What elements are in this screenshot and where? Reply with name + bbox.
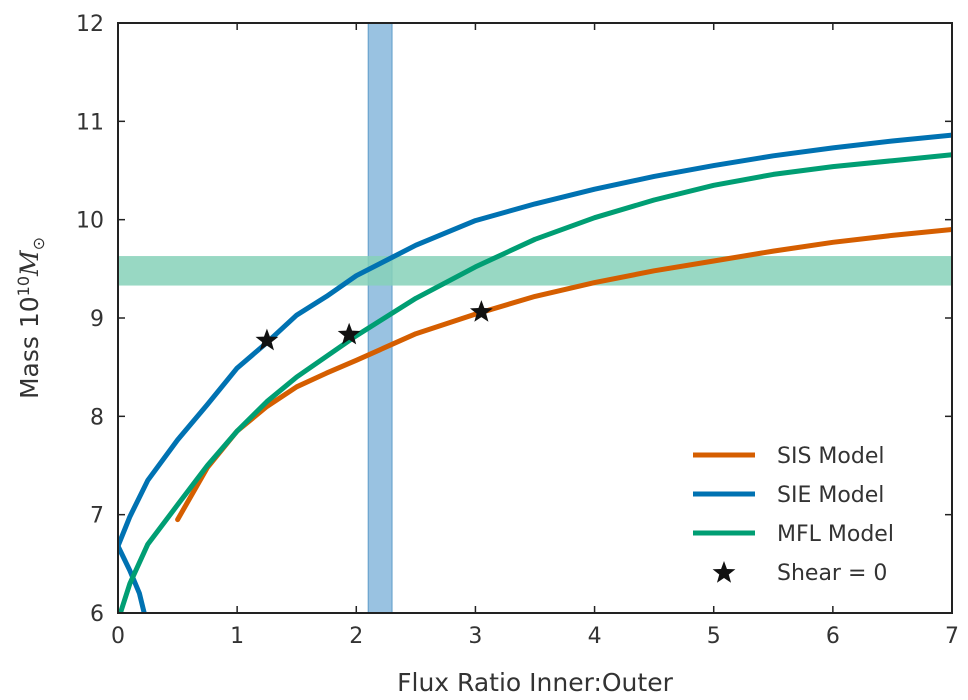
x-tick-label: 1: [230, 624, 244, 649]
y-axis-label-unit-base: 10: [15, 296, 44, 328]
shear-zero-star-3: [469, 300, 493, 322]
x-tick-label: 7: [945, 624, 959, 649]
x-tick-label: 4: [588, 624, 602, 649]
legend-star-icon: [712, 561, 736, 583]
shear-zero-star-1: [255, 328, 279, 351]
x-tick-label: 3: [468, 624, 482, 649]
legend-label: SIE Model: [777, 483, 884, 508]
x-tick-label: 5: [707, 624, 721, 649]
y-tick-label: 7: [90, 504, 104, 529]
shear-zero-star-2: [337, 322, 361, 345]
series-line-mfl-model: [118, 152, 952, 613]
y-axis-label-unit-subscript: ⊙: [29, 237, 48, 250]
markers-layer: [255, 300, 493, 351]
legend-label: MFL Model: [777, 522, 894, 547]
y-tick-label: 11: [76, 110, 104, 135]
y-axis-label: Mass 1010M⊙: [14, 237, 48, 399]
horizontal-band: [118, 256, 952, 286]
x-tick-label: 0: [111, 624, 125, 649]
y-axis-label-prefix: Mass: [15, 328, 44, 399]
legend: SIS Model SIE Model MFL Model Shear = 0: [693, 444, 894, 586]
y-tick-label: 12: [76, 12, 104, 37]
y-tick-label: 10: [76, 209, 104, 234]
y-axis-label-unit-exp: 10: [14, 276, 33, 296]
y-tick-label: 9: [90, 307, 104, 332]
legend-label: Shear = 0: [777, 561, 887, 586]
y-tick-label: 6: [90, 602, 104, 627]
x-axis-label: Flux Ratio Inner:Outer: [397, 668, 673, 697]
series-line-sie-model-branch: [118, 543, 147, 613]
x-tick-label: 2: [349, 624, 363, 649]
bands-layer: [118, 22, 952, 614]
y-tick-label: 8: [90, 405, 104, 430]
y-axis-label-unit-symbol: M: [15, 249, 44, 277]
curves-layer: [118, 132, 952, 613]
x-tick-label: 6: [826, 624, 840, 649]
series-line-sie-model: [118, 132, 952, 549]
legend-label: SIS Model: [777, 444, 884, 469]
